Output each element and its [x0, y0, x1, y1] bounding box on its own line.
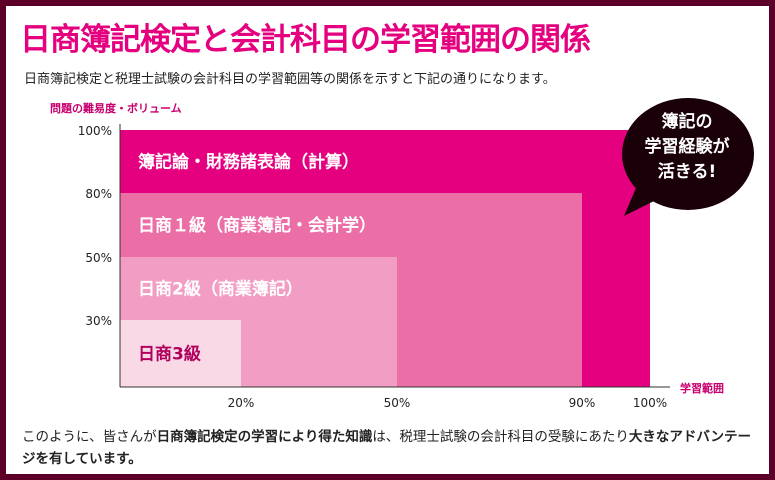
x-tick-label: 50% — [384, 396, 411, 410]
footer-bold: 大きなアドバンテージを有しています。 — [22, 429, 752, 467]
area-label: 日商3級 — [138, 344, 201, 365]
callout-line: 簿記の — [661, 112, 713, 132]
area-label: 簿記論・財務諸表論（計算） — [138, 152, 359, 173]
x-axis-label: 学習範囲 — [680, 382, 724, 395]
infographic: 日商簿記検定と会計科目の学習範囲の関係 日商簿記検定と税理士試験の会計科目の学習… — [6, 6, 769, 474]
y-tick-label: 30% — [85, 314, 112, 328]
y-tick-label: 50% — [85, 251, 112, 265]
callout-line: 活きる! — [657, 162, 717, 182]
footer-part: このように、皆さんが — [22, 429, 157, 445]
footer-bold: 日商簿記検定の学習により得た知識 — [156, 429, 373, 445]
y-tick-label: 80% — [85, 187, 112, 201]
y-tick-label: 100% — [78, 124, 112, 138]
x-tick-label: 90% — [569, 396, 596, 410]
area-label: 日商１級（商業簿記・会計学） — [138, 215, 376, 236]
chart: 簿記論・財務諸表論（計算） 日商１級（商業簿記・会計学） 日商2級（商業簿記） 日商3… — [78, 124, 670, 410]
area-label: 日商2級（商業簿記） — [138, 279, 303, 300]
callout-line: 学習経験が — [644, 137, 730, 157]
x-tick-label: 20% — [228, 396, 255, 410]
subtitle: 日商簿記検定と税理士試験の会計科目の学習範囲等の関係を示すと下記の通りになります… — [24, 72, 556, 87]
callout-text: 簿記の 学習経験が 活きる! — [616, 110, 758, 185]
callout-bubble — [622, 98, 754, 216]
footer-part: は、税理士試験の会計科目の受験にあたり — [372, 429, 629, 445]
footer-text: このように、皆さんが日商簿記検定の学習により得た知識は、税理士試験の会計科目の受… — [22, 426, 762, 470]
page-title: 日商簿記検定と会計科目の学習範囲の関係 — [20, 22, 591, 58]
x-tick-label: 100% — [633, 396, 667, 410]
y-axis-label: 問題の難易度・ボリューム — [50, 102, 182, 115]
area-4 — [120, 320, 241, 387]
